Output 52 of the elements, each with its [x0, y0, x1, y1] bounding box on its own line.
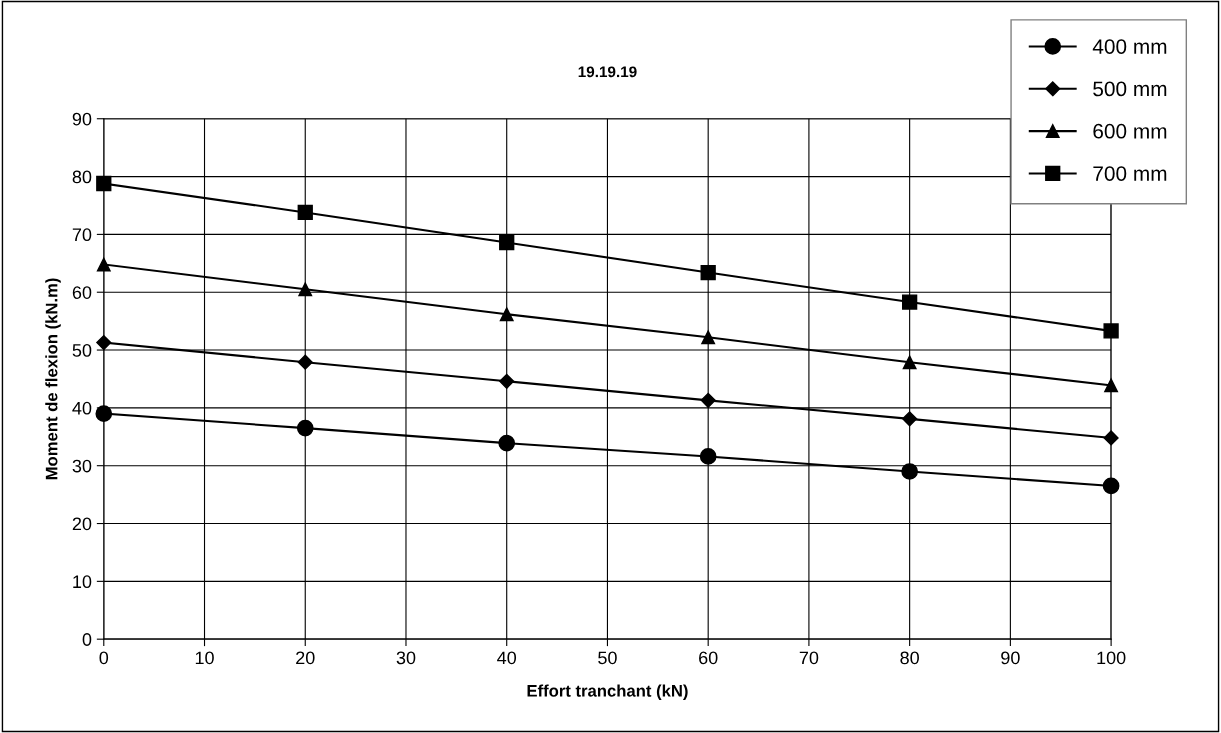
y-tick-label: 0	[82, 633, 92, 646]
y-tick-label: 90	[72, 112, 92, 126]
y-tick-label: 50	[72, 343, 92, 357]
x-tick-label: 40	[497, 651, 517, 665]
point	[499, 307, 514, 322]
point	[1103, 430, 1119, 446]
y-tick-label: 80	[72, 170, 92, 184]
point	[699, 448, 717, 465]
point	[298, 282, 313, 297]
point	[1103, 323, 1119, 339]
point	[297, 354, 313, 370]
x-tick-label: 0	[99, 651, 109, 665]
point	[902, 294, 918, 310]
legend-label: 500 mm	[1093, 81, 1167, 97]
point	[296, 419, 314, 437]
point	[902, 355, 917, 370]
point	[96, 257, 111, 272]
x-tick-label: 100	[1097, 651, 1126, 665]
legend-label: 700 mm	[1093, 166, 1167, 181]
legend-label: 400 mm	[1092, 39, 1167, 54]
y-tick-label: 40	[72, 401, 92, 415]
point	[96, 334, 112, 351]
point	[1102, 477, 1120, 495]
point	[700, 264, 716, 281]
x-tick-label: 60	[699, 651, 718, 665]
x-tick-label: 10	[195, 651, 214, 665]
y-tick-label: 70	[72, 228, 92, 242]
point	[297, 204, 313, 221]
x-tick-label: 50	[598, 651, 617, 665]
point	[96, 175, 112, 192]
chart-title: 19.19.19	[578, 66, 637, 78]
point	[1104, 378, 1119, 393]
y-tick-label: 60	[72, 286, 92, 299]
y-axis-title: Moment de flexion (kN.m)	[45, 278, 61, 480]
x-tick-label: 30	[396, 651, 416, 665]
point	[701, 330, 716, 345]
x-tick-label: 70	[799, 651, 819, 665]
point	[700, 392, 716, 408]
y-tick-label: 20	[72, 517, 92, 531]
point	[499, 234, 515, 251]
x-tick-label: 90	[1001, 651, 1020, 665]
point	[95, 405, 113, 422]
y-tick-label: 30	[72, 459, 92, 473]
point	[901, 463, 918, 480]
point	[902, 411, 918, 427]
y-tick-label: 10	[73, 575, 92, 589]
legend-label: 600 mm	[1093, 123, 1167, 139]
x-tick-label: 80	[900, 651, 919, 665]
point	[499, 373, 515, 389]
x-tick-label: 20	[296, 651, 315, 665]
point	[498, 434, 516, 452]
x-axis-title: Effort tranchant (kN)	[527, 684, 688, 701]
